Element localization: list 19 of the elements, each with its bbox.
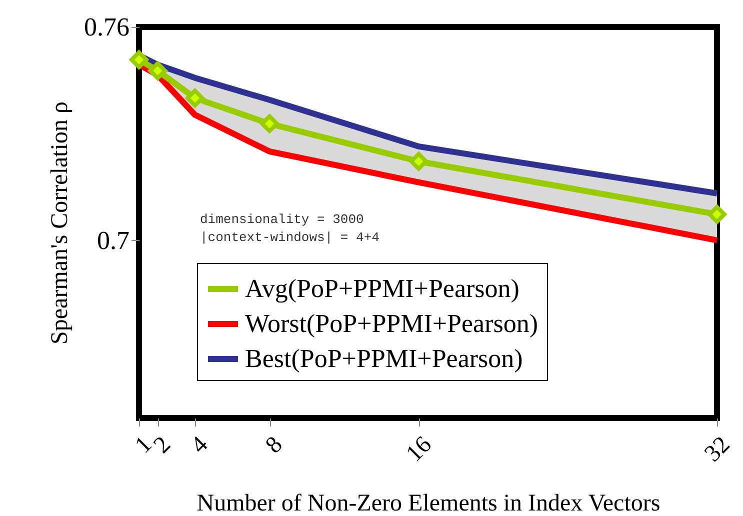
x-tick-label: 4	[186, 432, 214, 459]
legend-label: Best(PoP+PPMI+Pearson)	[245, 344, 523, 373]
x-tick-label: 16	[402, 432, 437, 468]
point	[130, 50, 148, 70]
annotation: |context-windows| = 4+4	[200, 230, 380, 245]
annotation: dimensionality = 3000	[200, 212, 364, 227]
point	[409, 152, 428, 171]
x-tick-label: 8	[260, 432, 288, 459]
point	[708, 204, 726, 224]
y-axis-title: Spearman's Correlation ρ	[47, 102, 73, 344]
x-axis-title: Number of Non-Zero Elements in Index Vectors	[196, 490, 660, 516]
point	[260, 114, 279, 134]
point	[148, 61, 168, 80]
legend-label: Avg(PoP+PPMI+Pearson)	[245, 274, 520, 303]
y-tick-label: 0.7	[97, 226, 130, 255]
point	[186, 88, 204, 108]
y-tick-label: 0.76	[84, 12, 130, 42]
x-tick-label: 32	[700, 432, 736, 468]
legend-label: Worst(PoP+PPMI+Pearson)	[245, 309, 538, 338]
